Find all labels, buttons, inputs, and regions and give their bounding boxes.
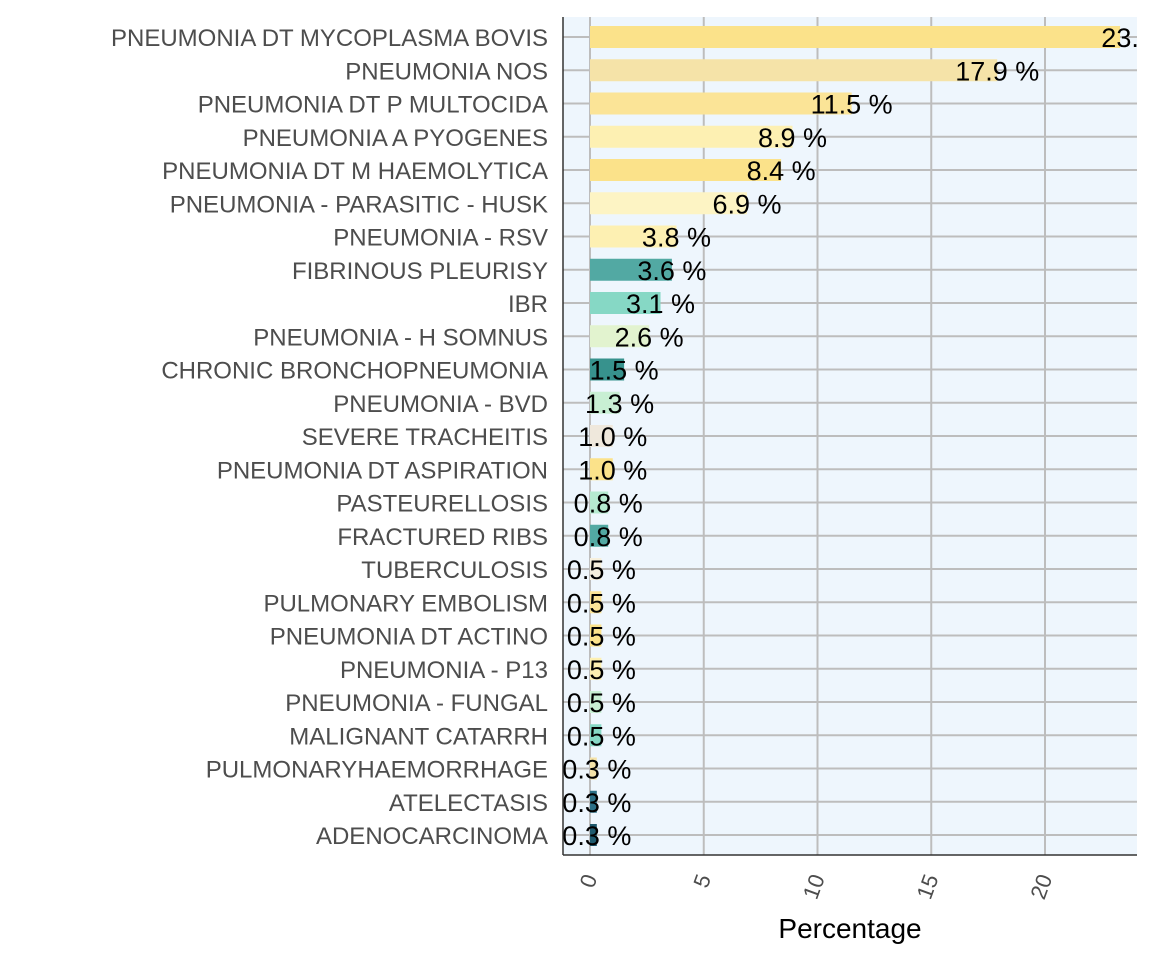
category-label: PULMONARY EMBOLISM [263,590,548,617]
category-label: PNEUMONIA - FUNGAL [285,690,548,717]
category-label: PNEUMONIA - RSV [333,225,548,252]
bar [590,358,625,381]
category-label: IBR [508,291,548,318]
data-label: 3.1 % [626,289,695,319]
category-label: PNEUMONIA - P13 [340,657,548,684]
data-label: 0.5 % [567,721,636,751]
bar [590,92,852,115]
data-label: 17.9 % [955,56,1039,86]
bar [590,824,597,846]
category-label: PASTEURELLOSIS [336,491,548,518]
x-tick-label: 20 [1025,871,1057,903]
category-label: ATELECTASIS [389,790,548,817]
bar [590,491,609,514]
data-label: 0.5 % [567,688,636,718]
data-label: 0.5 % [567,655,636,685]
data-label: 1.0 % [578,422,647,452]
bar [590,258,672,281]
bar [590,558,602,580]
data-label: 23. [1101,23,1139,53]
x-tick-labels: 0 5 10 15 20 [575,871,1058,903]
data-label: 0.5 % [567,588,636,618]
data-label: 6.9 % [712,189,781,219]
bar [590,125,793,148]
bar [590,192,747,215]
category-label: PNEUMONIA DT ACTINO [270,624,548,651]
bar [590,26,1121,48]
bar [590,425,613,447]
category-label: PNEUMONIA DT M HAEMOLYTICA [162,158,548,185]
data-label: 0.8 % [574,522,643,552]
x-tick-label: 0 [575,871,603,891]
x-tick-label: 10 [798,871,830,903]
category-label: PNEUMONIA - PARASITIC - HUSK [170,191,548,218]
bar [590,724,602,747]
x-tick-label: 15 [912,871,944,903]
category-label: TUBERCULOSIS [361,557,548,584]
data-label: 0.3 % [562,821,631,851]
category-label: PNEUMONIA A PYOGENES [243,125,548,152]
category-label: PULMONARYHAEMORRHAGE [206,757,548,784]
bar [590,59,998,82]
data-label: 0.3 % [562,755,631,785]
data-label: 0.5 % [567,555,636,585]
category-label: SEVERE TRACHEITIS [302,424,548,451]
bar [590,757,597,780]
data-label: 0.8 % [574,489,643,519]
category-label: PNEUMONIA - H SOMNUS [253,324,548,351]
category-label: MALIGNANT CATARRH [289,723,548,750]
bar [590,591,602,614]
bar [590,391,620,414]
category-label: PNEUMONIA - BVD [333,391,548,418]
data-label: 3.8 % [642,223,711,253]
category-label: FRACTURED RIBS [337,524,548,551]
bars [590,26,1121,846]
bar [590,458,613,481]
data-label: 1.3 % [585,389,654,419]
bar [590,524,609,547]
x-axis-title: Percentage [778,913,921,944]
category-labels: PNEUMONIA DT MYCOPLASMA BOVIS PNEUMONIA N… [111,25,548,850]
bar [590,624,602,647]
data-label: 3.6 % [637,256,706,286]
bar [590,691,602,713]
bar [590,159,782,181]
bar [590,292,661,314]
bar [590,225,677,248]
category-label: FIBRINOUS PLEURISY [292,258,548,285]
category-label: PNEUMONIA DT P MULTOCIDA [198,92,548,119]
category-label: ADENOCARCINOMA [316,823,548,850]
data-label: 8.9 % [758,123,827,153]
bar [590,657,602,680]
data-label: 2.6 % [615,322,684,352]
category-label: PNEUMONIA DT ASPIRATION [217,457,548,484]
data-label: 1.5 % [590,356,659,386]
x-tick-label: 5 [688,871,716,891]
data-label: 0.5 % [567,622,636,652]
bar [590,790,597,813]
data-labels: 23. 17.9 % 11.5 %8.9 %8.4 %6.9 %3.8 %3.6 %… [562,23,1139,851]
data-label: 1.0 % [578,455,647,485]
category-label: PNEUMONIA NOS [345,58,548,85]
bar [590,325,650,348]
data-label: 11.5 % [811,90,893,120]
data-label: 0.3 % [562,788,631,818]
category-label: CHRONIC BRONCHOPNEUMONIA [161,358,548,385]
category-label: PNEUMONIA DT MYCOPLASMA BOVIS [111,25,548,52]
data-label: 8.4 % [747,156,816,186]
